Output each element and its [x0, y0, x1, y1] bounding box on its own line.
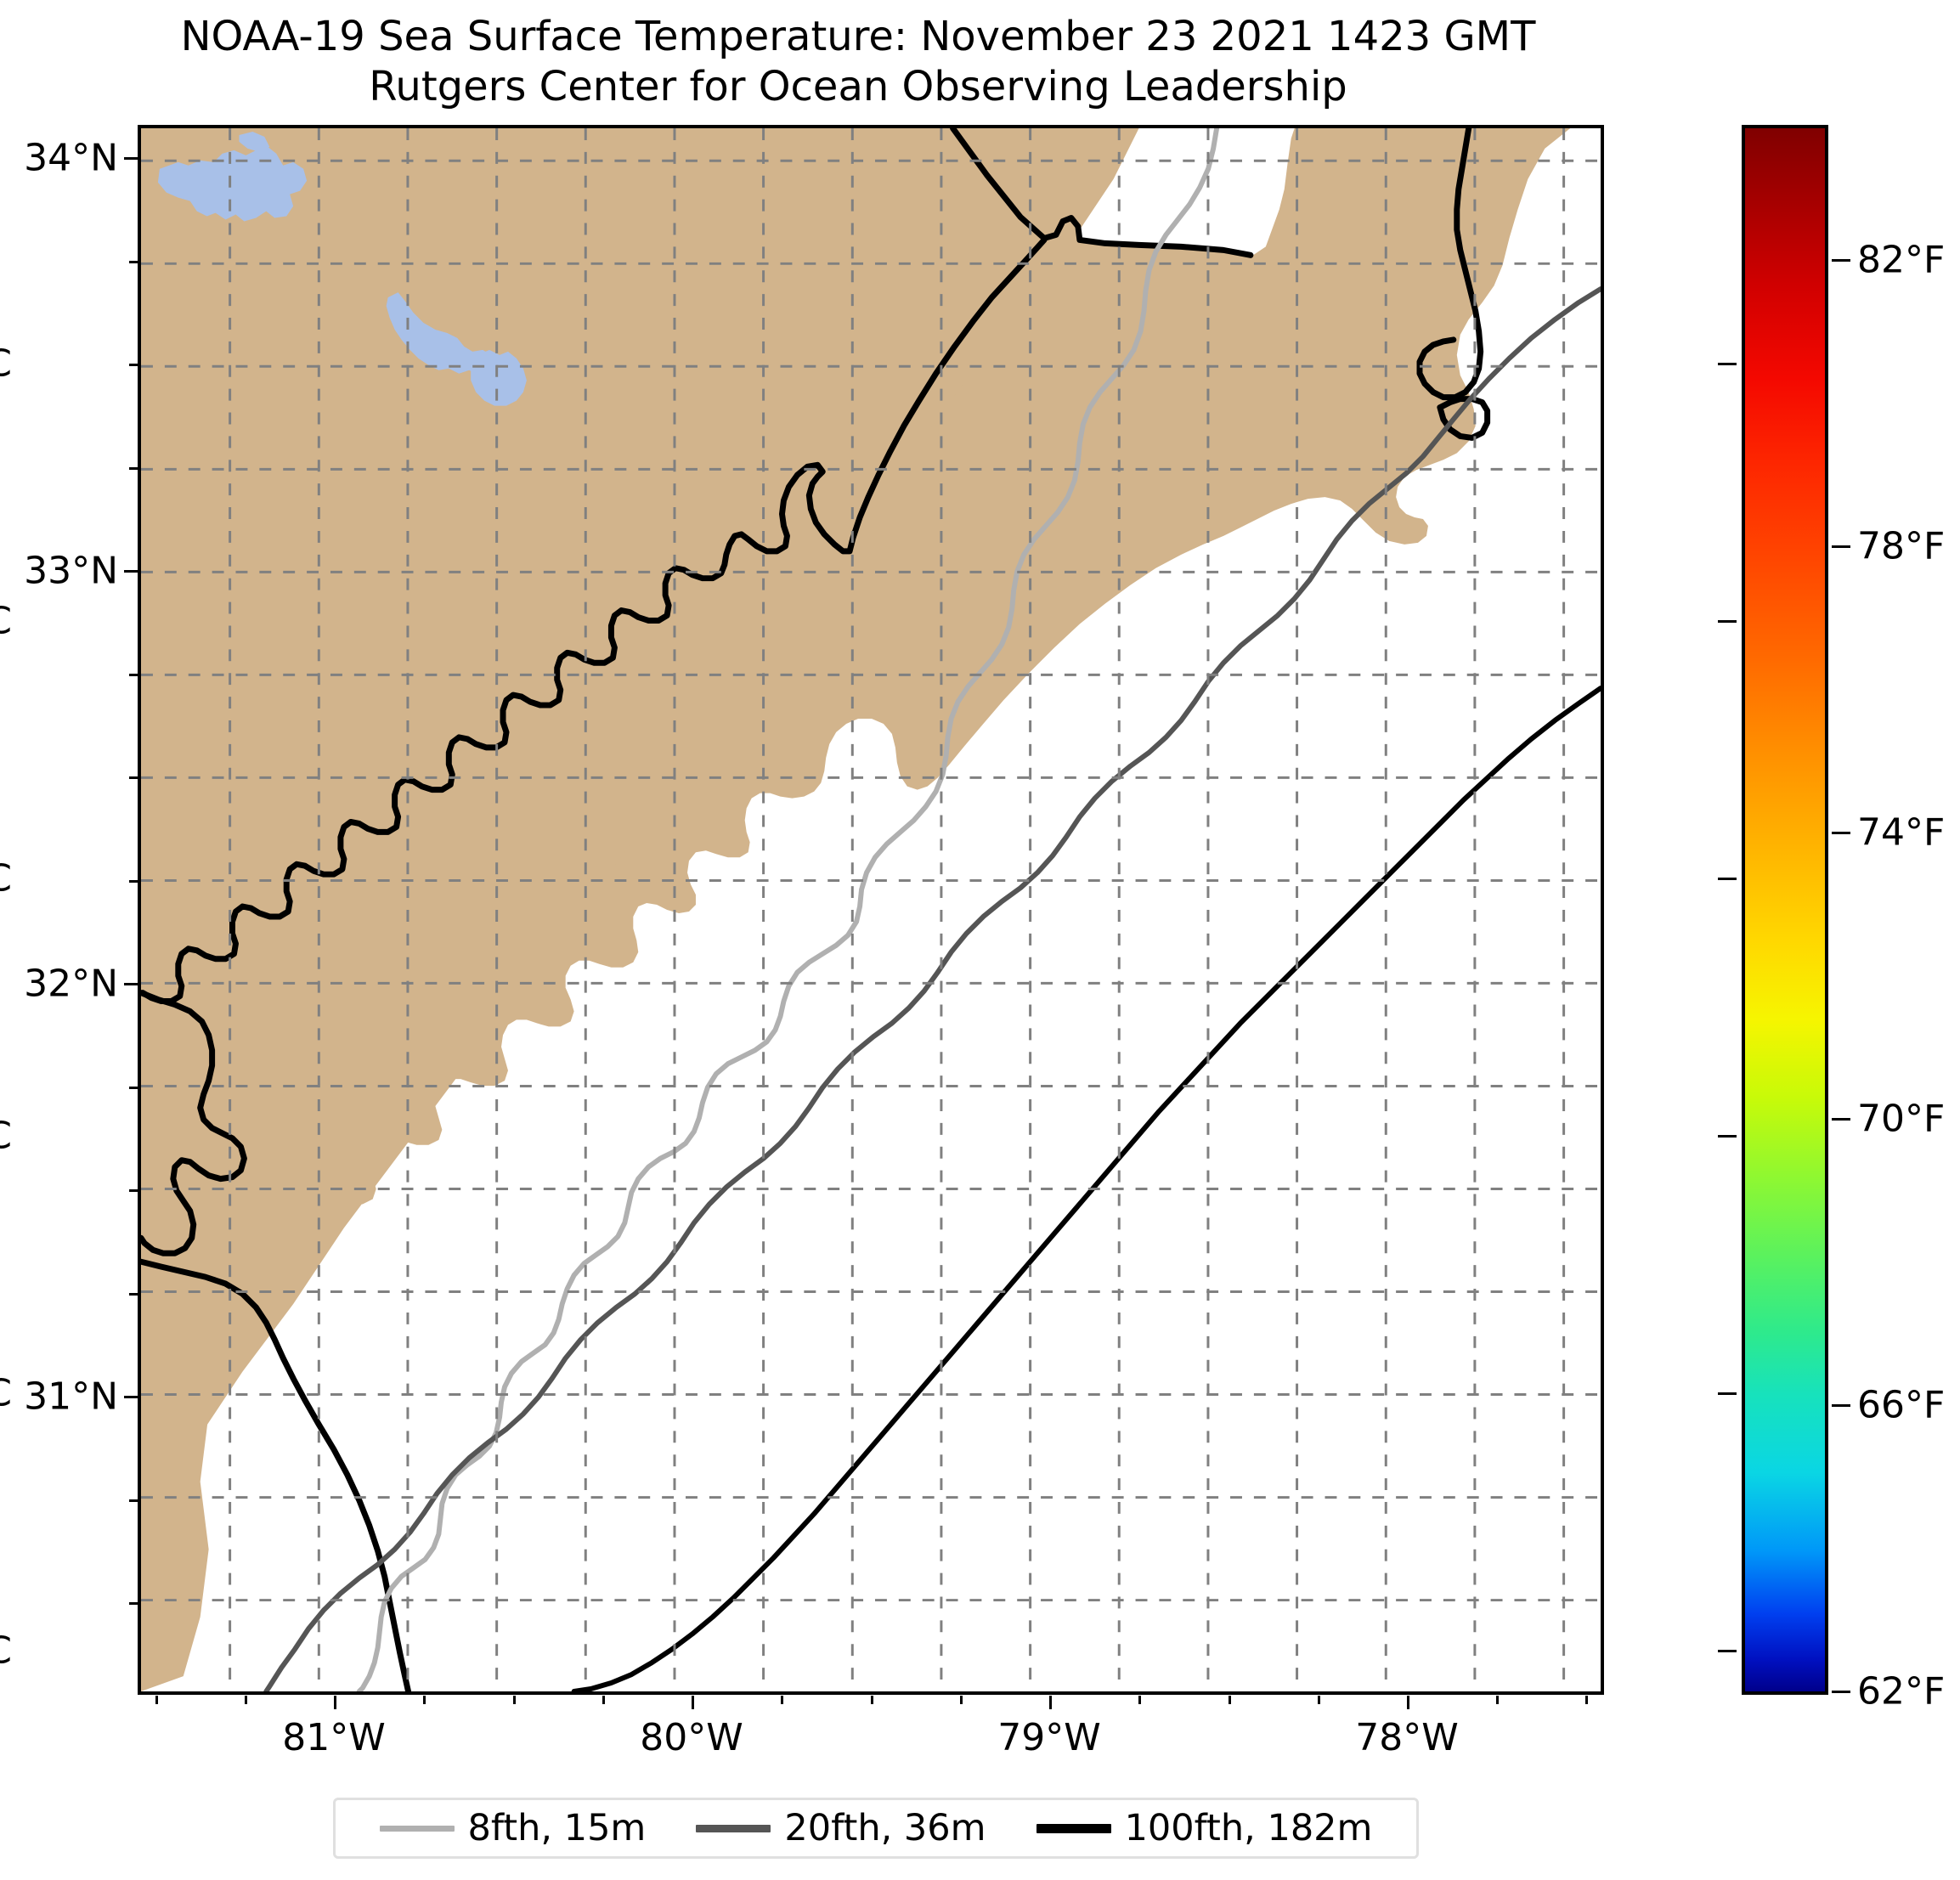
cb-tick-c-23	[1718, 878, 1737, 880]
y-tick-minor	[129, 1602, 138, 1605]
coastline-south-georgia	[141, 1258, 412, 1691]
y-tick-minor	[129, 1087, 138, 1089]
x-tick-minor	[1585, 1696, 1588, 1704]
cb-label-c-27: 27°C	[0, 342, 12, 386]
bathymetry-legend[interactable]: 8fth, 15m 20fth, 36m 100fth, 182m	[333, 1798, 1419, 1859]
y-tick-label-34: 34°N	[24, 136, 118, 180]
legend-line-20fth-icon	[696, 1824, 771, 1832]
lake-murray-polygon	[471, 349, 527, 406]
cb-tick-c-17	[1718, 1650, 1737, 1652]
x-tick-minor	[513, 1696, 516, 1704]
cb-tick-c-27	[1718, 363, 1737, 365]
page-title: NOAA-19 Sea Surface Temperature: Novembe…	[180, 13, 1536, 60]
cb-label-c-19: 19°C	[0, 1372, 12, 1415]
map-canvas	[141, 128, 1601, 1691]
x-tick-minor	[1318, 1696, 1320, 1704]
coastline-main	[950, 128, 1254, 258]
cb-label-f-62: 62°F	[1857, 1669, 1946, 1713]
cb-label-f-66: 66°F	[1857, 1383, 1946, 1427]
land-interior-fill	[141, 128, 1139, 1567]
gridlines	[141, 128, 1601, 1691]
x-tick-label-81w: 81°W	[282, 1716, 386, 1759]
cb-label-c-23: 23°C	[0, 857, 12, 900]
x-tick-minor	[602, 1696, 605, 1704]
legend-item-20fth[interactable]: 20fth, 36m	[696, 1806, 986, 1849]
x-tick-label-78w: 78°W	[1355, 1716, 1459, 1759]
x-tick-80w	[692, 1696, 694, 1709]
x-tick-78w	[1407, 1696, 1409, 1709]
coastline-cape-hook	[1437, 396, 1491, 441]
legend-label-20fth: 20fth, 36m	[784, 1806, 986, 1849]
x-tick-minor	[960, 1696, 963, 1704]
y-tick-minor	[129, 1189, 138, 1192]
x-tick-minor	[245, 1696, 247, 1704]
lake-strom-thurmond-polygon	[386, 292, 497, 375]
cb-tick-f-70	[1832, 1118, 1850, 1121]
chart-title-block: NOAA-19 Sea Surface Temperature: Novembe…	[0, 12, 1716, 111]
cb-label-f-82: 82°F	[1857, 238, 1946, 282]
y-tick-minor	[129, 1293, 138, 1296]
y-tick-minor	[129, 776, 138, 779]
cb-tick-f-78	[1832, 545, 1850, 548]
x-tick-minor	[155, 1696, 158, 1704]
y-tick-label-32: 32°N	[24, 962, 118, 1006]
y-tick-32	[124, 983, 138, 985]
y-tick-33	[124, 570, 138, 573]
legend-line-8fth-icon	[379, 1825, 455, 1832]
x-tick-minor	[1496, 1696, 1499, 1704]
y-tick-31	[124, 1396, 138, 1398]
x-tick-minor	[781, 1696, 783, 1704]
cb-tick-f-62	[1832, 1691, 1850, 1693]
legend-item-8fth[interactable]: 8fth, 15m	[379, 1806, 647, 1849]
temperature-colorbar[interactable]	[1742, 125, 1828, 1695]
coastline-north-carolina-cape	[1416, 128, 1484, 401]
cb-tick-c-25	[1718, 620, 1737, 623]
x-tick-minor	[1138, 1696, 1141, 1704]
cb-label-c-25: 25°C	[0, 600, 12, 643]
lake-marion-polygon	[157, 146, 308, 222]
y-tick-minor	[129, 674, 138, 676]
x-tick-minor	[1229, 1696, 1231, 1704]
y-tick-label-31: 31°N	[24, 1375, 118, 1419]
cb-label-f-70: 70°F	[1857, 1097, 1946, 1141]
y-tick-34	[124, 157, 138, 160]
bathy-contour-20fth	[263, 286, 1601, 1691]
coastline-georgia-florida	[141, 990, 247, 1256]
bathy-contour-100fth	[571, 686, 1601, 1691]
cb-tick-f-74	[1832, 832, 1850, 834]
x-tick-minor	[871, 1696, 873, 1704]
bathy-contour-8fth	[356, 128, 1220, 1691]
x-tick-label-79w: 79°W	[997, 1716, 1101, 1759]
y-tick-minor	[129, 1499, 138, 1502]
x-tick-minor	[423, 1696, 426, 1704]
page-subtitle: Rutgers Center for Ocean Observing Leade…	[369, 62, 1347, 110]
cb-tick-c-19	[1718, 1392, 1737, 1395]
y-tick-minor	[129, 880, 138, 883]
cb-label-c-17: 17°C	[0, 1629, 12, 1673]
legend-item-100fth[interactable]: 100fth, 182m	[1036, 1806, 1373, 1849]
legend-line-100fth-icon	[1036, 1823, 1111, 1833]
y-tick-label-33: 33°N	[24, 549, 118, 593]
cb-label-f-74: 74°F	[1857, 810, 1946, 855]
cb-label-c-21: 21°C	[0, 1115, 12, 1158]
y-tick-minor	[129, 467, 138, 470]
cb-label-f-78: 78°F	[1857, 524, 1946, 568]
cb-tick-f-82	[1832, 259, 1850, 262]
x-tick-79w	[1049, 1696, 1052, 1709]
cb-tick-c-21	[1718, 1135, 1737, 1138]
y-tick-minor	[129, 261, 138, 263]
legend-label-100fth: 100fth, 182m	[1124, 1806, 1373, 1849]
map-plot-area[interactable]	[138, 125, 1604, 1695]
y-tick-minor	[129, 364, 138, 366]
cb-tick-f-66	[1832, 1404, 1850, 1407]
coastline-carolina	[141, 236, 1048, 1005]
legend-label-8fth: 8fth, 15m	[467, 1806, 647, 1849]
x-tick-81w	[334, 1696, 336, 1709]
lake-upper-spur	[239, 131, 270, 152]
x-tick-label-80w: 80°W	[640, 1716, 743, 1759]
